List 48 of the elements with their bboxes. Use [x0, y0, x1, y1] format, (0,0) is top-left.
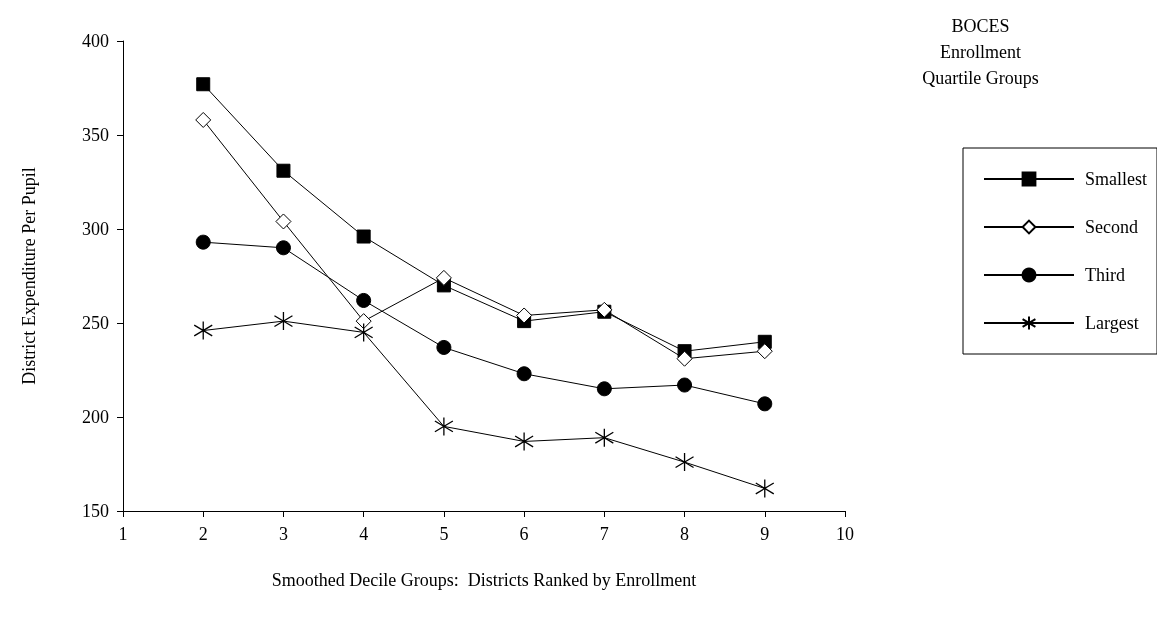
point: [677, 377, 693, 393]
x-tick-label: 3: [278, 524, 288, 544]
point: [436, 339, 452, 355]
point: [276, 163, 291, 178]
y-tick-label: 150: [82, 501, 109, 521]
point: [755, 478, 775, 499]
y-tick-label: 350: [82, 125, 109, 145]
point: [354, 322, 374, 343]
legend-label: Third: [1085, 265, 1125, 285]
legend-title: BOCES Enrollment Quartile Groups: [922, 16, 1039, 88]
x-axis-title: Smoothed Decile Groups: Districts Ranked by Enrollment: [271, 570, 697, 590]
point: [275, 240, 291, 256]
x-tick-label: 8: [680, 524, 690, 544]
x-tick-label: 7: [599, 524, 609, 544]
point: [193, 320, 213, 341]
point: [273, 311, 294, 331]
point: [514, 431, 534, 452]
point: [516, 307, 533, 324]
point: [275, 213, 292, 230]
y-tick-label: 400: [82, 31, 109, 51]
legend-label: Smallest: [1085, 169, 1147, 189]
y-tick-label: 300: [82, 219, 109, 239]
point: [196, 77, 211, 92]
y-tick-label: 200: [82, 407, 109, 427]
point: [594, 428, 614, 448]
y-tick-label: 250: [82, 313, 109, 333]
x-tick-label: 4: [359, 524, 369, 544]
point: [356, 292, 372, 308]
x-tick-label: 1: [118, 524, 128, 544]
x-tick-label: 10: [836, 524, 854, 544]
point: [676, 350, 693, 367]
point: [757, 396, 773, 412]
point: [356, 229, 371, 244]
x-tick-label: 2: [198, 524, 208, 544]
point: [674, 452, 695, 472]
x-tick-label: 6: [519, 524, 529, 544]
point: [596, 381, 612, 397]
point: [434, 416, 454, 437]
legend-label: Second: [1085, 217, 1138, 237]
point: [355, 313, 372, 330]
legend-label: Largest: [1085, 313, 1139, 333]
y-axis-title: District Expenditure Per Pupil: [19, 167, 39, 385]
x-tick-label: 9: [760, 524, 770, 544]
point: [516, 366, 532, 382]
point: [435, 269, 452, 286]
x-tick-label: 5: [439, 524, 449, 544]
point: [195, 234, 211, 250]
point: [756, 343, 773, 360]
